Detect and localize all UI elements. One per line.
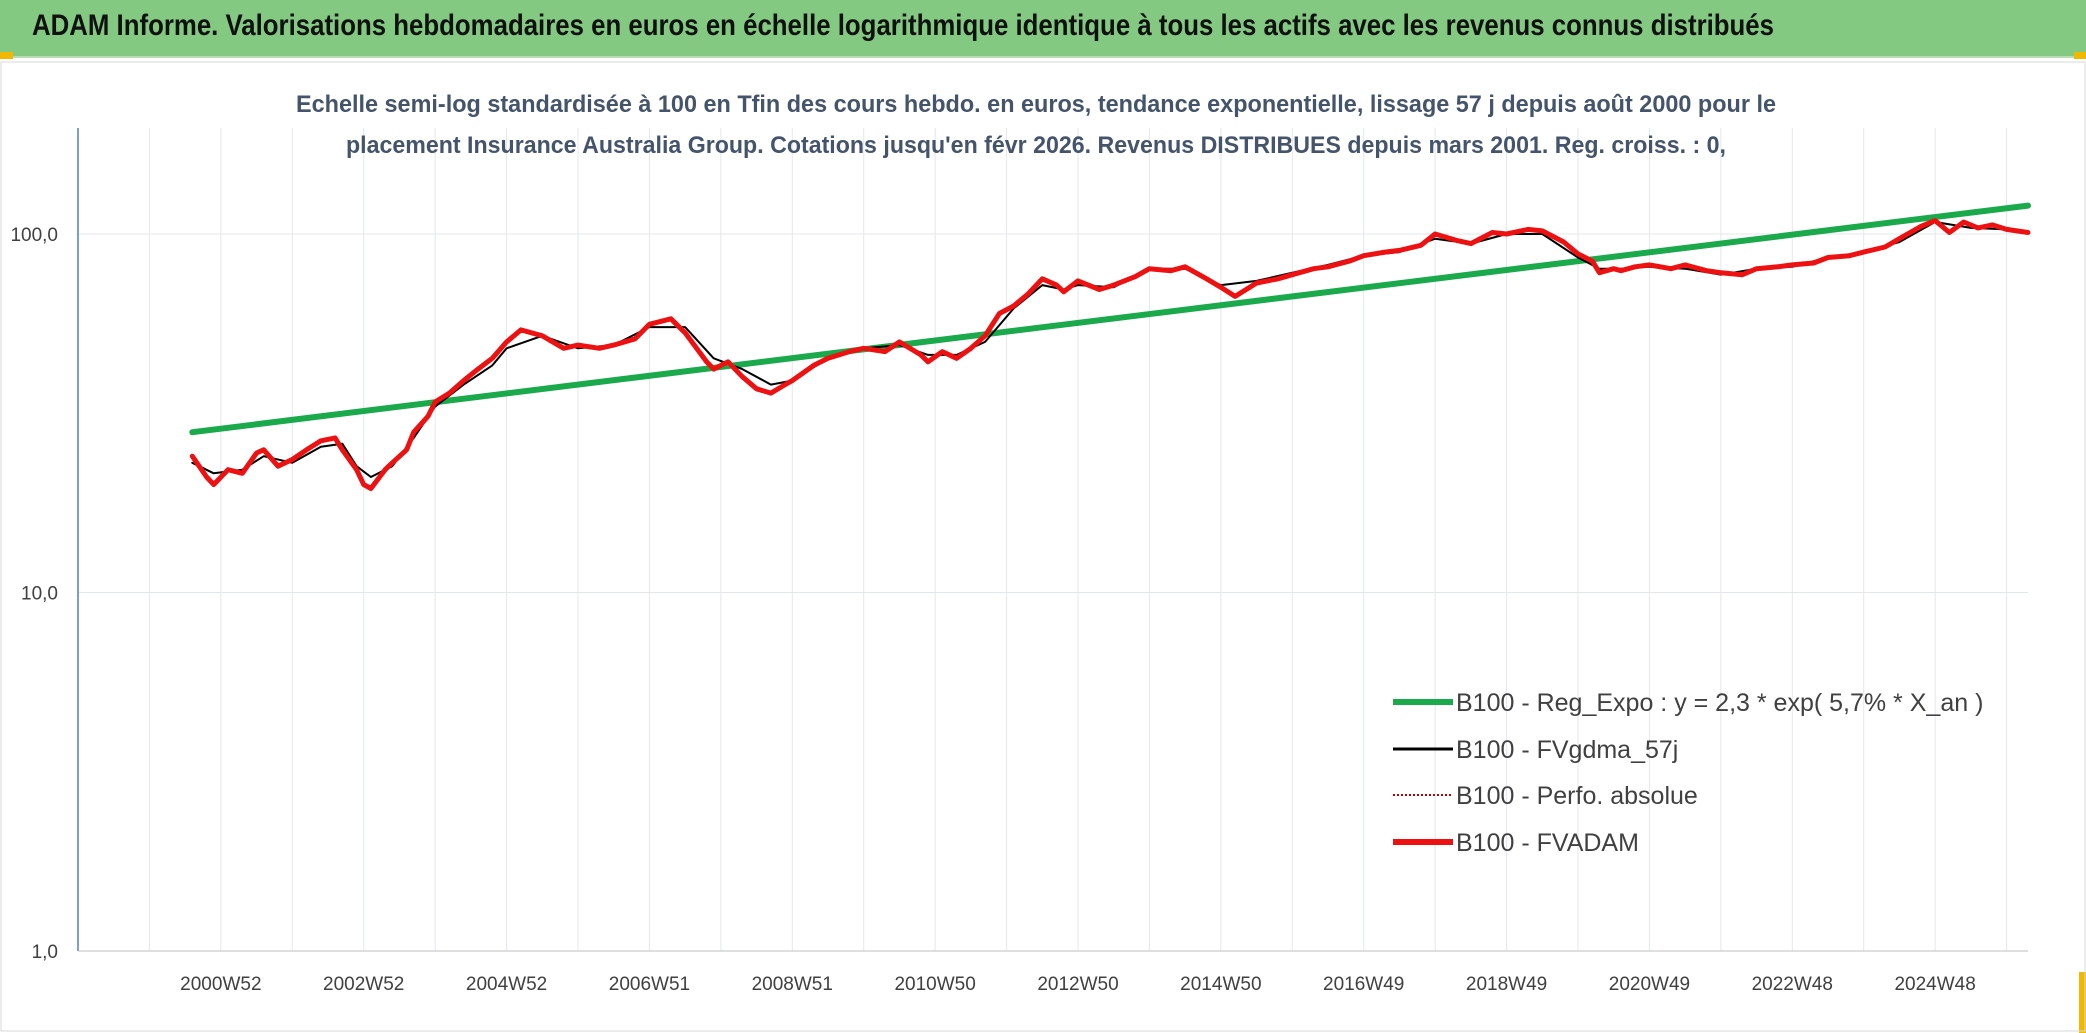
x-tick-label: 2016W49: [1323, 974, 1404, 995]
series-layer: [189, 202, 2031, 491]
x-tick-label: 2000W52: [180, 974, 261, 995]
header-bar: ADAM Informe. Valorisations hebdomadaire…: [0, 0, 2086, 58]
corner-marker-top-right: [2074, 52, 2086, 59]
x-tick-label: 2012W50: [1037, 974, 1118, 995]
y-tick-label: 1,0: [32, 942, 58, 963]
series-line-3: [189, 218, 2031, 491]
corner-marker-top-left: [0, 52, 13, 59]
corner-marker-bottom-right: [2079, 972, 2086, 1033]
x-tick-label: 2018W49: [1466, 974, 1547, 995]
x-tick-label: 2024W48: [1894, 974, 1975, 995]
series-line-0: [189, 202, 2031, 436]
x-tick-label: 2020W49: [1609, 974, 1690, 995]
legend: B100 - Reg_Expo : y = 2,3 * exp( 5,7% * …: [1393, 689, 1983, 857]
x-tick-label: 2002W52: [323, 974, 404, 995]
x-tick-label: 2014W50: [1180, 974, 1261, 995]
x-axis-ticks: 2000W52 2002W52 2004W52 2006W51 2008W51 2010W…: [180, 974, 1976, 995]
page-title: ADAM Informe. Valorisations hebdomadaire…: [32, 9, 1774, 42]
x-tick-label: 2010W50: [894, 974, 975, 995]
legend-label-2: B100 - Perfo. absolue: [1456, 782, 1698, 810]
legend-label-3: B100 - FVADAM: [1456, 829, 1639, 857]
vertical-gridlines: [148, 128, 2008, 951]
series-line-1: [191, 221, 2029, 478]
chart-subtitle-line-2: placement Insurance Australia Group. Cot…: [346, 132, 1726, 159]
y-tick-label: 100,0: [10, 225, 58, 246]
x-tick-label: 2008W51: [752, 974, 833, 995]
x-tick-label: 2006W51: [609, 974, 690, 995]
horizontal-gridlines: [78, 233, 2028, 952]
legend-label-0: B100 - Reg_Expo : y = 2,3 * exp( 5,7% * …: [1456, 689, 1983, 717]
legend-label-1: B100 - FVgdma_57j: [1456, 736, 1678, 764]
chart-subtitle-line-1: Echelle semi-log standardisée à 100 en T…: [296, 91, 1776, 118]
x-tick-label: 2004W52: [466, 974, 547, 995]
x-tick-label: 2022W48: [1752, 974, 1833, 995]
y-tick-label: 10,0: [21, 584, 58, 605]
y-axis-ticks: 1,0 10,0 100,0: [10, 225, 58, 963]
chart-frame: [0, 61, 2086, 1032]
